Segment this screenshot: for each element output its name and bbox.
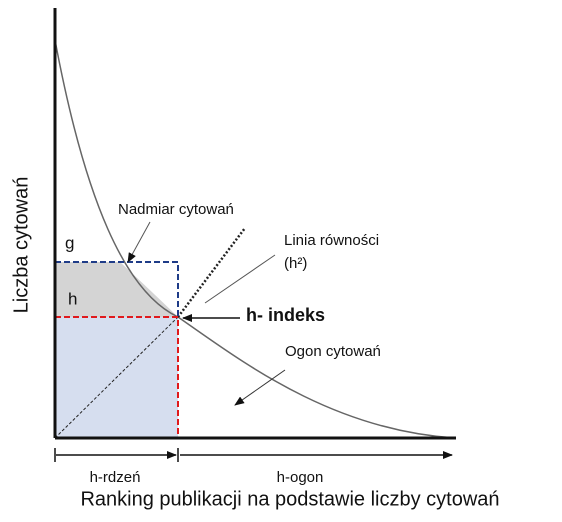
h-label: h <box>68 289 77 308</box>
equality-label: Linia równości <box>284 232 379 249</box>
y-axis-label: Liczba cytowań <box>10 177 32 314</box>
h-index-label: h- indeks <box>246 305 325 325</box>
tail-label: Ogon cytowań <box>285 343 381 360</box>
equality-formula: (h²) <box>284 255 307 272</box>
h-tail-label: h-ogon <box>277 469 324 486</box>
equality-line <box>177 227 246 318</box>
h-core-label: h-rdzeń <box>90 469 141 486</box>
excess-label: Nadmiar cytowań <box>118 201 234 218</box>
g-label: g <box>65 233 74 252</box>
g-box <box>55 261 179 317</box>
pointer <box>204 254 276 304</box>
excess-area <box>55 262 178 317</box>
pointer <box>127 221 151 263</box>
pointer <box>234 369 286 406</box>
diagonal <box>54 316 179 439</box>
h-box <box>55 316 179 438</box>
x-axis-label: Ranking publikacji na podstawie liczby c… <box>80 488 499 510</box>
